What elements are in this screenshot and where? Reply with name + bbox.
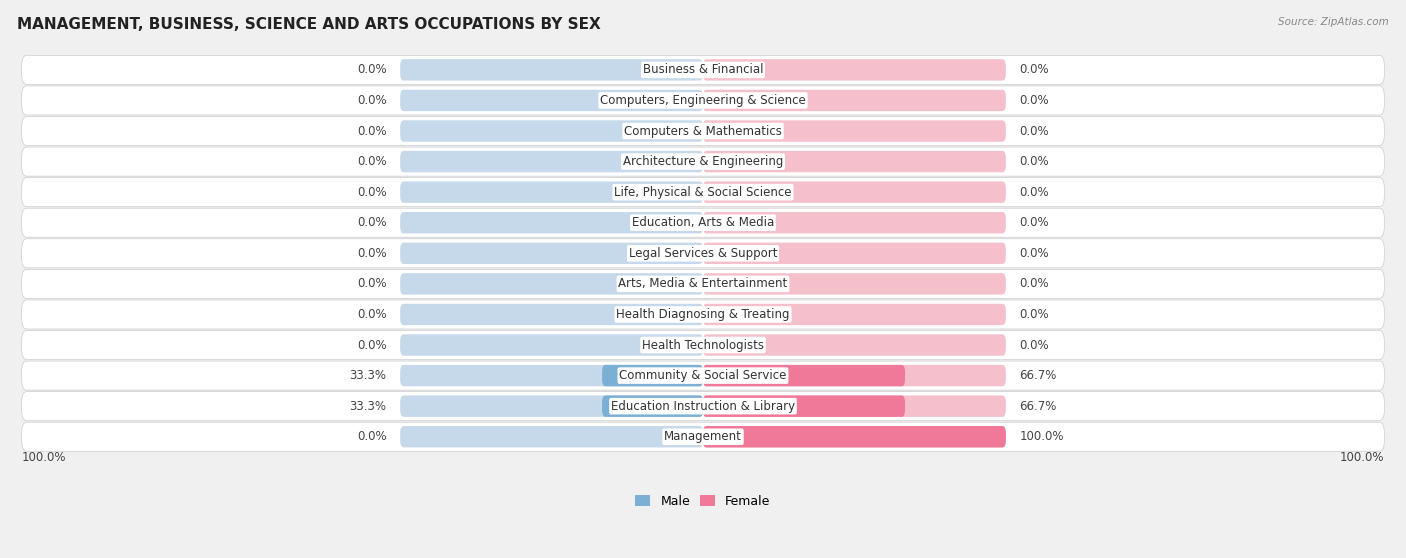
Text: 0.0%: 0.0% — [1019, 186, 1049, 199]
FancyBboxPatch shape — [21, 55, 1385, 84]
FancyBboxPatch shape — [21, 239, 1385, 268]
Text: 33.3%: 33.3% — [350, 400, 387, 413]
Text: 0.0%: 0.0% — [357, 64, 387, 76]
Text: 100.0%: 100.0% — [1340, 451, 1384, 464]
FancyBboxPatch shape — [401, 181, 703, 203]
FancyBboxPatch shape — [21, 330, 1385, 359]
FancyBboxPatch shape — [401, 151, 703, 172]
FancyBboxPatch shape — [21, 270, 1385, 299]
FancyBboxPatch shape — [703, 426, 1005, 448]
FancyBboxPatch shape — [21, 300, 1385, 329]
FancyBboxPatch shape — [703, 396, 1005, 417]
Text: 0.0%: 0.0% — [1019, 155, 1049, 168]
Text: Health Diagnosing & Treating: Health Diagnosing & Treating — [616, 308, 790, 321]
Text: Health Technologists: Health Technologists — [643, 339, 763, 352]
Text: Arts, Media & Entertainment: Arts, Media & Entertainment — [619, 277, 787, 290]
Text: 0.0%: 0.0% — [1019, 339, 1049, 352]
Text: 0.0%: 0.0% — [1019, 277, 1049, 290]
Text: 0.0%: 0.0% — [1019, 247, 1049, 260]
FancyBboxPatch shape — [21, 422, 1385, 451]
Text: 0.0%: 0.0% — [357, 308, 387, 321]
Text: 0.0%: 0.0% — [1019, 124, 1049, 137]
FancyBboxPatch shape — [703, 334, 1005, 356]
Text: Management: Management — [664, 430, 742, 443]
FancyBboxPatch shape — [401, 304, 703, 325]
FancyBboxPatch shape — [703, 365, 1005, 386]
Text: 0.0%: 0.0% — [357, 186, 387, 199]
FancyBboxPatch shape — [21, 392, 1385, 421]
FancyBboxPatch shape — [401, 90, 703, 111]
FancyBboxPatch shape — [401, 121, 703, 142]
FancyBboxPatch shape — [703, 365, 905, 386]
Legend: Male, Female: Male, Female — [630, 490, 776, 513]
FancyBboxPatch shape — [703, 181, 1005, 203]
FancyBboxPatch shape — [703, 243, 1005, 264]
Text: Architecture & Engineering: Architecture & Engineering — [623, 155, 783, 168]
Text: 0.0%: 0.0% — [357, 124, 387, 137]
Text: 0.0%: 0.0% — [357, 430, 387, 443]
FancyBboxPatch shape — [21, 147, 1385, 176]
Text: Business & Financial: Business & Financial — [643, 64, 763, 76]
Text: Education Instruction & Library: Education Instruction & Library — [612, 400, 794, 413]
FancyBboxPatch shape — [401, 243, 703, 264]
FancyBboxPatch shape — [703, 59, 1005, 80]
Text: Education, Arts & Media: Education, Arts & Media — [631, 217, 775, 229]
Text: Legal Services & Support: Legal Services & Support — [628, 247, 778, 260]
FancyBboxPatch shape — [21, 86, 1385, 115]
Text: Source: ZipAtlas.com: Source: ZipAtlas.com — [1278, 17, 1389, 27]
Text: 100.0%: 100.0% — [1019, 430, 1064, 443]
Text: 66.7%: 66.7% — [1019, 400, 1057, 413]
Text: 0.0%: 0.0% — [1019, 94, 1049, 107]
FancyBboxPatch shape — [703, 396, 905, 417]
Text: 0.0%: 0.0% — [357, 94, 387, 107]
Text: Community & Social Service: Community & Social Service — [619, 369, 787, 382]
FancyBboxPatch shape — [21, 208, 1385, 237]
FancyBboxPatch shape — [703, 121, 1005, 142]
FancyBboxPatch shape — [703, 212, 1005, 233]
FancyBboxPatch shape — [401, 396, 703, 417]
FancyBboxPatch shape — [401, 59, 703, 80]
Text: 100.0%: 100.0% — [22, 451, 66, 464]
Text: 0.0%: 0.0% — [357, 217, 387, 229]
FancyBboxPatch shape — [703, 426, 1005, 448]
Text: 0.0%: 0.0% — [357, 247, 387, 260]
FancyBboxPatch shape — [703, 90, 1005, 111]
Text: MANAGEMENT, BUSINESS, SCIENCE AND ARTS OCCUPATIONS BY SEX: MANAGEMENT, BUSINESS, SCIENCE AND ARTS O… — [17, 17, 600, 32]
Text: Computers & Mathematics: Computers & Mathematics — [624, 124, 782, 137]
Text: 0.0%: 0.0% — [1019, 64, 1049, 76]
FancyBboxPatch shape — [703, 304, 1005, 325]
FancyBboxPatch shape — [21, 117, 1385, 146]
Text: 0.0%: 0.0% — [1019, 308, 1049, 321]
FancyBboxPatch shape — [21, 177, 1385, 206]
Text: 0.0%: 0.0% — [357, 155, 387, 168]
Text: Life, Physical & Social Science: Life, Physical & Social Science — [614, 186, 792, 199]
FancyBboxPatch shape — [703, 151, 1005, 172]
FancyBboxPatch shape — [602, 365, 703, 386]
Text: 33.3%: 33.3% — [350, 369, 387, 382]
FancyBboxPatch shape — [703, 273, 1005, 295]
FancyBboxPatch shape — [401, 334, 703, 356]
Text: Computers, Engineering & Science: Computers, Engineering & Science — [600, 94, 806, 107]
FancyBboxPatch shape — [602, 396, 703, 417]
FancyBboxPatch shape — [401, 426, 703, 448]
FancyBboxPatch shape — [21, 361, 1385, 390]
Text: 0.0%: 0.0% — [1019, 217, 1049, 229]
Text: 0.0%: 0.0% — [357, 277, 387, 290]
FancyBboxPatch shape — [401, 273, 703, 295]
FancyBboxPatch shape — [401, 365, 703, 386]
Text: 0.0%: 0.0% — [357, 339, 387, 352]
Text: 66.7%: 66.7% — [1019, 369, 1057, 382]
FancyBboxPatch shape — [401, 212, 703, 233]
